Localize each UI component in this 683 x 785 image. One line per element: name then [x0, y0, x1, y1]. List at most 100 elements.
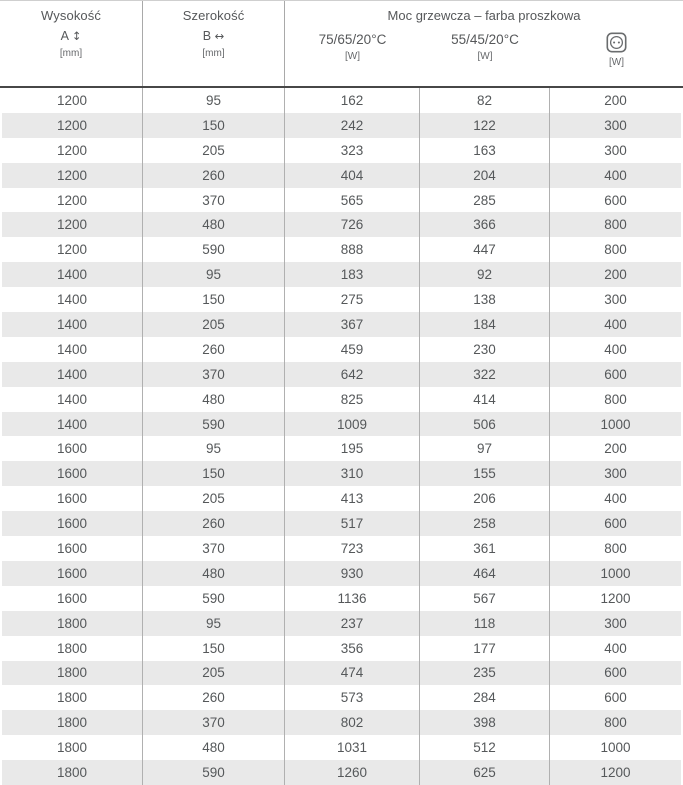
- table-cell: 800: [604, 715, 627, 731]
- table-row: 1400 590 1009 506 1000: [2, 411, 681, 437]
- table-cell: 400: [604, 640, 627, 656]
- table-cell: 726: [285, 212, 420, 238]
- width-title: Szerokość: [182, 8, 245, 23]
- table-cell: 1600: [2, 461, 143, 487]
- table-cell: 366: [420, 212, 550, 238]
- table-row: 1600 370 723 361 800: [2, 536, 681, 561]
- table-row: 1800 150 356 177 400: [2, 635, 681, 661]
- table-cell: 82: [420, 88, 550, 113]
- table-cell: 590: [143, 237, 285, 263]
- table-row: 1800 370 802 398 800: [2, 710, 681, 736]
- horizontal-arrow-icon: ↔: [214, 29, 225, 43]
- table-cell: 600: [604, 665, 627, 681]
- subheader-55-45-20: 55/45/20°C [W]: [420, 32, 550, 68]
- table-row: 1200 370 565 285 600: [2, 187, 681, 213]
- table-row: 1400 260 459 230 400: [2, 336, 681, 362]
- table-cell: 414: [420, 386, 550, 412]
- table-cell: 723: [285, 536, 420, 561]
- table-header: Wysokość A ↕ [mm] Szerokość B ↔ [mm] Moc…: [0, 0, 683, 88]
- table-row: 1600 150 310 155 300: [2, 461, 681, 487]
- table-cell: 260: [143, 162, 285, 188]
- table-cell: 1800: [2, 760, 143, 785]
- table-cell: 573: [285, 685, 420, 711]
- table-cell: 825: [285, 386, 420, 412]
- table-cell: 404: [285, 162, 420, 188]
- table-cell: 1400: [2, 386, 143, 412]
- width-dim-line: B ↔: [143, 29, 284, 43]
- table-cell: 1260: [285, 760, 420, 785]
- table-cell: 150: [143, 287, 285, 313]
- table-cell: 459: [285, 336, 420, 362]
- header-group-power: Moc grzewcza – farba proszkowa 75/65/20°…: [285, 1, 683, 86]
- width-dim-letter: B: [202, 29, 212, 43]
- table-cell: 888: [285, 237, 420, 263]
- table-cell: 625: [420, 760, 550, 785]
- table-cell: 1000: [600, 565, 631, 581]
- table-cell: 150: [143, 635, 285, 661]
- power-group-title: Moc grzewcza – farba proszkowa: [387, 8, 581, 23]
- table-cell: 183: [285, 262, 420, 288]
- table-cell: 118: [420, 610, 550, 636]
- table-cell: 400: [604, 167, 627, 183]
- table-cell: 242: [285, 112, 420, 138]
- table-cell: 195: [285, 436, 420, 462]
- table-row: 1600 590 1136 567 1200: [2, 585, 681, 611]
- table-cell: 506: [420, 411, 550, 437]
- table-cell: 600: [604, 366, 627, 382]
- table-cell: 184: [420, 312, 550, 337]
- table-cell: 1200: [2, 237, 143, 263]
- table-cell: 517: [285, 511, 420, 537]
- table-cell: 1800: [2, 685, 143, 711]
- table-cell: 95: [143, 610, 285, 636]
- table-cell: 95: [143, 262, 285, 288]
- table-cell: 1600: [2, 536, 143, 561]
- table-cell: 162: [285, 88, 420, 113]
- table-cell: 565: [285, 187, 420, 213]
- table-cell: 356: [285, 635, 420, 661]
- table-cell: 300: [604, 117, 627, 133]
- table-row: 1200 590 888 447 800: [2, 237, 681, 263]
- table-cell: 237: [285, 610, 420, 636]
- table-cell: 258: [420, 511, 550, 537]
- table-cell: 480: [143, 735, 285, 761]
- table-cell: 1800: [2, 610, 143, 636]
- table-cell: 205: [143, 486, 285, 512]
- table-cell: 802: [285, 710, 420, 736]
- table-row: 1400 370 642 322 600: [2, 361, 681, 387]
- table-cell: 447: [420, 237, 550, 263]
- table-row: 1600 205 413 206 400: [2, 486, 681, 512]
- table-cell: 138: [420, 287, 550, 313]
- table-cell: 97: [420, 436, 550, 462]
- table-cell: 310: [285, 461, 420, 487]
- table-cell: 230: [420, 336, 550, 362]
- subheader-75-65-20: 75/65/20°C [W]: [285, 32, 420, 68]
- electric-socket-icon: [550, 32, 683, 53]
- table-cell: 1600: [2, 511, 143, 537]
- table-cell: 367: [285, 312, 420, 337]
- table-cell: 155: [420, 461, 550, 487]
- table-row: 1200 260 404 204 400: [2, 162, 681, 188]
- table-cell: 1400: [2, 411, 143, 437]
- table-row: 1600 260 517 258 600: [2, 511, 681, 537]
- table-cell: 370: [143, 187, 285, 213]
- table-cell: 260: [143, 685, 285, 711]
- table-cell: 300: [604, 615, 627, 631]
- table-cell: 200: [604, 267, 627, 283]
- table-cell: 512: [420, 735, 550, 761]
- table-cell: 1200: [2, 212, 143, 238]
- table-cell: 370: [143, 361, 285, 387]
- table-cell: 930: [285, 560, 420, 586]
- table-cell: 370: [143, 536, 285, 561]
- table-cell: 480: [143, 560, 285, 586]
- table-cell: 590: [143, 760, 285, 785]
- table-cell: 361: [420, 536, 550, 561]
- header-col-width: Szerokość B ↔ [mm]: [143, 1, 285, 86]
- table-row: 1200 150 242 122 300: [2, 112, 681, 138]
- table-cell: 590: [143, 411, 285, 437]
- table-cell: 1200: [2, 137, 143, 163]
- power-subheaders: 75/65/20°C [W] 55/45/20°C [W]: [285, 32, 683, 68]
- table-cell: 567: [420, 585, 550, 611]
- table-cell: 205: [143, 660, 285, 686]
- table-cell: 95: [143, 436, 285, 462]
